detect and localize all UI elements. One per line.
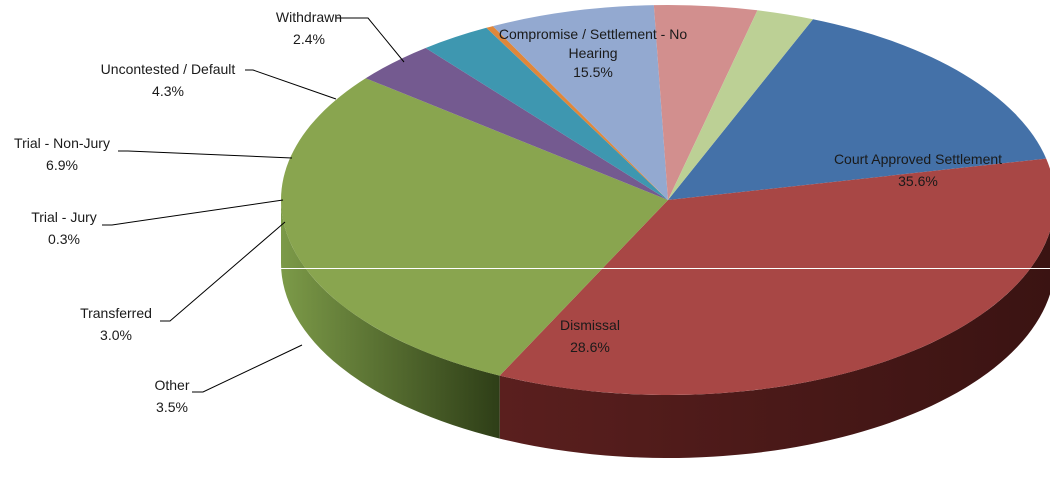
leader-lines bbox=[102, 17, 405, 393]
label-court: Court Approved Settlement 35.6% bbox=[834, 151, 1002, 189]
slice-dismissal bbox=[281, 78, 668, 376]
label-compromise-name-2: Hearing bbox=[568, 45, 617, 61]
label-compromise-value: 15.5% bbox=[573, 64, 613, 80]
label-transferred-name: Transferred bbox=[80, 305, 152, 321]
label-court-value: 35.6% bbox=[898, 173, 938, 189]
leader-line-uncontested bbox=[245, 69, 337, 100]
leader-line-trial-jury bbox=[102, 199, 284, 226]
label-transferred-value: 3.0% bbox=[100, 327, 132, 343]
slice-court-approved-settlement bbox=[499, 158, 1050, 395]
label-trial-nonjury: Trial - Non-Jury 6.9% bbox=[14, 135, 110, 173]
label-trial-nonjury-value: 6.9% bbox=[46, 157, 78, 173]
pie-sides bbox=[281, 200, 1050, 458]
label-other: Other 3.5% bbox=[154, 377, 189, 415]
slice-trial-jury bbox=[486, 26, 668, 200]
leader-line-other bbox=[192, 344, 303, 393]
label-uncontested-name: Uncontested / Default bbox=[101, 61, 236, 77]
label-withdrawn-value: 2.4% bbox=[293, 31, 325, 47]
leader-line-transferred bbox=[160, 221, 286, 322]
label-other-name: Other bbox=[154, 377, 189, 393]
label-compromise-name-1: Compromise / Settlement - No bbox=[499, 26, 687, 42]
pie-tops bbox=[281, 5, 1050, 395]
label-trial-nonjury-name: Trial - Non-Jury bbox=[14, 135, 110, 151]
label-dismissal-value: 28.6% bbox=[570, 339, 610, 355]
label-court-name: Court Approved Settlement bbox=[834, 151, 1002, 167]
label-trial-jury: Trial - Jury 0.3% bbox=[31, 209, 97, 247]
slice-withdrawn bbox=[668, 10, 813, 200]
label-trial-jury-value: 0.3% bbox=[48, 231, 80, 247]
label-dismissal: Dismissal 28.6% bbox=[560, 317, 620, 355]
slice-transferred bbox=[425, 27, 668, 200]
label-dismissal-name: Dismissal bbox=[560, 317, 620, 333]
slice-compromise-settlement-no-hearing bbox=[668, 19, 1047, 201]
slice-other bbox=[365, 47, 668, 200]
label-withdrawn: Withdrawn 2.4% bbox=[276, 9, 342, 47]
label-compromise: Compromise / Settlement - No Hearing 15.… bbox=[499, 26, 687, 80]
leader-line-trial-nonjury bbox=[118, 150, 293, 159]
label-uncontested-value: 4.3% bbox=[152, 83, 184, 99]
slice-trial-non-jury bbox=[492, 5, 668, 201]
label-other-value: 3.5% bbox=[156, 399, 188, 415]
slice-side-dismissal bbox=[281, 200, 500, 439]
label-trial-jury-name: Trial - Jury bbox=[31, 209, 97, 225]
leader-line-withdrawn bbox=[336, 17, 405, 63]
label-transferred: Transferred 3.0% bbox=[80, 305, 152, 343]
slice-uncontested-default bbox=[653, 5, 758, 201]
slice-side-court-approved-settlement bbox=[499, 231, 1050, 458]
label-uncontested: Uncontested / Default 4.3% bbox=[101, 61, 236, 99]
label-withdrawn-name: Withdrawn bbox=[276, 9, 342, 25]
horizontal-rule bbox=[280, 268, 1050, 269]
